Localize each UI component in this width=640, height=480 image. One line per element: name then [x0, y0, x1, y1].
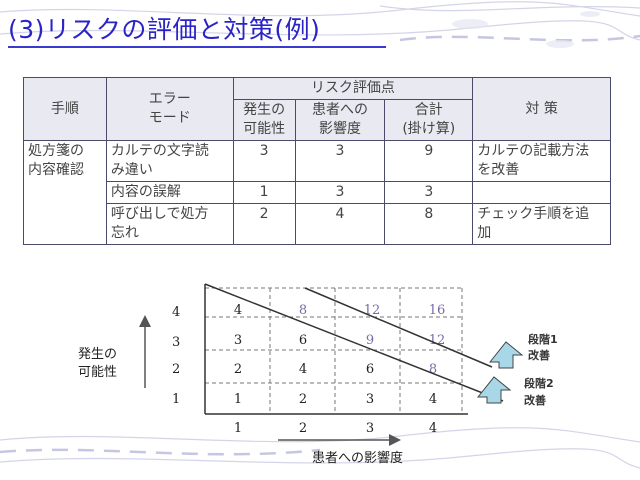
header-countermeasure: 対 策	[472, 77, 611, 141]
countermeasure-cell: チェック手順を追加	[472, 203, 611, 245]
step1-arrow-icon	[488, 341, 524, 369]
step2-label-sub: 改善	[524, 393, 546, 407]
step1-label-sub: 改善	[528, 348, 550, 362]
header-occurrence: 発生の 可能性	[232, 99, 296, 141]
y-axis-label-line1: 発生の	[78, 347, 117, 362]
risk-evaluation-table: 手順 エラー モード リスク評価点 対 策 発生の 可能性 患者への 影響度 合計 (掛…	[23, 77, 611, 245]
total-cell: 3	[384, 181, 474, 204]
row-label: 4	[172, 305, 180, 320]
step2-label: 段階2	[524, 376, 554, 390]
matrix-cell: 3	[234, 333, 242, 348]
row-label: 2	[172, 362, 180, 377]
error-cell: 内容の誤解	[105, 181, 234, 204]
matrix-cell: 2	[234, 362, 242, 377]
matrix-cell: 8	[299, 303, 307, 318]
total-cell: 8	[384, 203, 474, 245]
matrix-grid	[205, 287, 463, 413]
countermeasure-cell	[472, 181, 611, 204]
occurrence-cell: 1	[232, 181, 296, 204]
step2-boundary-line	[204, 283, 504, 402]
col-label: 1	[234, 421, 242, 436]
occurrence-cell: 3	[232, 140, 296, 182]
step2-arrow-icon	[476, 376, 512, 404]
matrix-cell: 4	[234, 303, 242, 318]
matrix-cell: 9	[366, 333, 374, 348]
table-row: 処方箋の 内容確認 カルテの文字読 み違い 3 3 9 カルテの記載方法 を改善	[23, 140, 611, 245]
col-label: 3	[366, 421, 374, 436]
header-row-1: 手順 エラー モード リスク評価点 対 策	[23, 77, 611, 141]
impact-cell: 3	[294, 140, 386, 182]
risk-matrix: 発生の 可能性 4 3 2 1 4 8 12 16 3 6 9 12 2 4 6…	[78, 283, 558, 466]
header-row-2: 発生の 可能性 患者への 影響度 合計 (掛け算)	[24, 99, 611, 141]
total-cell: 9	[384, 140, 474, 182]
matrix-cell: 4	[299, 362, 307, 377]
header-risk-points: リスク評価点	[232, 77, 474, 100]
title-underline	[8, 46, 386, 48]
y-axis-label-line2: 可能性	[78, 365, 117, 380]
header-error-mode: エラー モード	[105, 77, 234, 141]
step1-label: 段階1	[528, 332, 558, 346]
matrix-cell: 6	[299, 333, 307, 348]
header-impact: 患者への 影響度	[294, 99, 386, 141]
x-axis-label: 患者への影響度	[312, 450, 403, 466]
matrix-cell: 3	[366, 392, 374, 407]
row-label: 1	[172, 392, 180, 407]
row-label: 3	[172, 335, 180, 350]
header-total: 合計 (掛け算)	[384, 99, 474, 141]
slide-title: (3)リスクの評価と対策(例)	[8, 15, 321, 44]
col-label: 2	[299, 421, 307, 436]
matrix-cell: 1	[234, 392, 242, 407]
matrix-cell: 2	[299, 392, 307, 407]
step-cell: 処方箋の 内容確認	[23, 140, 107, 245]
error-cell: カルテの文字読 み違い	[105, 140, 234, 182]
header-step: 手順	[23, 77, 107, 141]
matrix-cell: 4	[429, 392, 437, 407]
matrix-cell: 6	[366, 362, 374, 377]
countermeasure-cell: カルテの記載方法 を改善	[472, 140, 611, 182]
matrix-cell: 16	[429, 303, 446, 318]
matrix-cell: 12	[429, 333, 446, 348]
impact-cell: 4	[294, 203, 386, 245]
table-row: 内容の誤解 1 3 3	[24, 181, 611, 204]
error-cell: 呼び出しで処方 忘れ	[105, 203, 234, 245]
step1-boundary-line	[304, 287, 493, 368]
occurrence-cell: 2	[232, 203, 296, 245]
table-row: 呼び出しで処方 忘れ 2 4 8 チェック手順を追加	[24, 203, 611, 245]
impact-cell: 3	[294, 181, 386, 204]
col-label: 4	[429, 421, 437, 436]
matrix-cell: 8	[429, 362, 437, 377]
